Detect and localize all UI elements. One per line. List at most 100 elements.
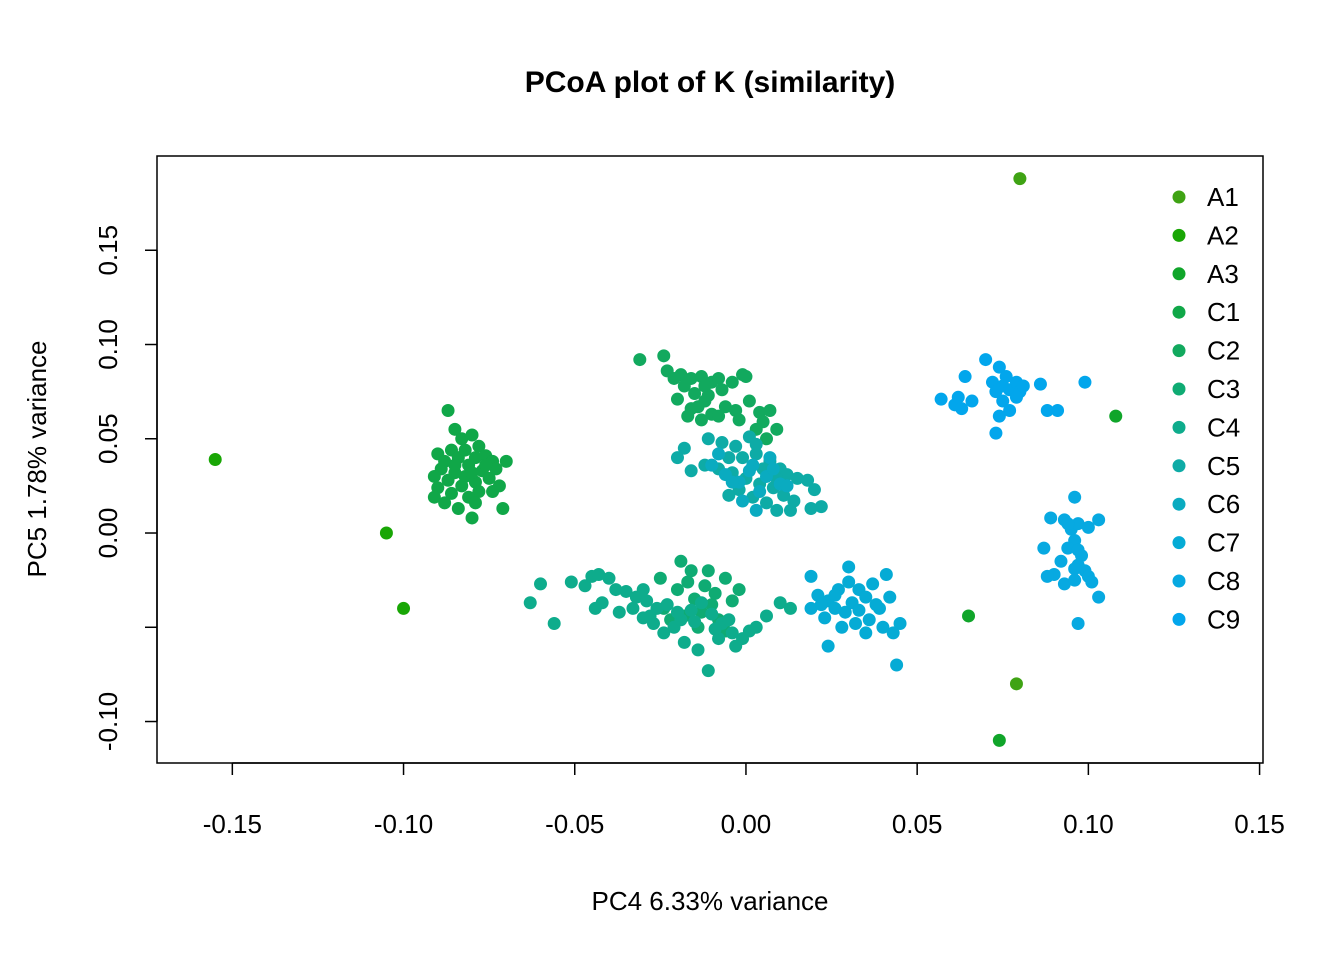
point-c2 <box>677 379 691 393</box>
legend-marker-c5 <box>1172 459 1186 473</box>
point-c2 <box>681 409 695 423</box>
point-c2 <box>759 432 773 446</box>
point-c9 <box>996 394 1010 408</box>
series-c7 <box>804 560 907 672</box>
point-c7 <box>859 590 873 604</box>
point-c1 <box>441 473 455 487</box>
data-points-group <box>208 172 1123 747</box>
point-c2 <box>688 387 702 401</box>
point-c2 <box>715 383 729 397</box>
point-c4 <box>729 639 743 653</box>
point-c6 <box>780 479 794 493</box>
point-a2 <box>397 601 411 615</box>
point-c2 <box>763 403 777 417</box>
series-a2 <box>208 453 411 615</box>
point-c7 <box>835 620 849 634</box>
point-c3 <box>698 579 712 593</box>
axes-group: -0.15 -0.10 -0.05 0.00 0.05 0.10 0.15 -0.10 0.00… <box>93 155 1285 839</box>
series-c8 <box>1037 490 1106 631</box>
chart-title: PCoA plot of K (similarity) <box>525 66 896 99</box>
point-c2 <box>725 375 739 389</box>
point-c5 <box>749 437 763 451</box>
point-c8 <box>1068 562 1082 576</box>
point-c1 <box>468 496 482 510</box>
legend-marker-c1 <box>1172 305 1186 319</box>
point-c5 <box>715 436 729 450</box>
point-c4 <box>636 583 650 597</box>
point-c6 <box>712 447 726 461</box>
series-c5 <box>670 430 828 517</box>
point-c9 <box>992 360 1006 374</box>
y-tick-label: 0.10 <box>93 319 123 370</box>
point-c5 <box>670 451 684 465</box>
point-c8 <box>1061 541 1075 555</box>
point-c2 <box>670 392 684 406</box>
point-c4 <box>578 579 592 593</box>
point-c3 <box>694 605 708 619</box>
point-c8 <box>1068 573 1082 587</box>
point-c7 <box>883 590 897 604</box>
point-c1 <box>499 454 513 468</box>
point-c7 <box>804 569 818 583</box>
point-c1 <box>441 403 455 417</box>
point-c1 <box>496 502 510 516</box>
x-tick-label: -0.05 <box>545 809 604 839</box>
point-a2 <box>208 453 222 466</box>
legend-label-c5: C5 <box>1207 451 1240 481</box>
y-tick-label: 0.15 <box>93 225 123 276</box>
point-c8 <box>1044 511 1058 525</box>
point-c6 <box>705 458 719 472</box>
point-c9 <box>1040 403 1054 417</box>
point-c4 <box>677 635 691 649</box>
point-c8 <box>1071 617 1085 631</box>
point-c7 <box>869 598 883 612</box>
point-c9 <box>1033 377 1047 391</box>
series-c9 <box>934 353 1092 440</box>
legend-marker-c6 <box>1172 497 1186 511</box>
point-c4 <box>725 626 739 640</box>
point-c1 <box>465 511 479 525</box>
point-c4 <box>547 617 561 631</box>
point-c5 <box>759 496 773 510</box>
point-c9 <box>992 409 1006 423</box>
point-c4 <box>694 596 708 610</box>
point-c9 <box>989 426 1003 440</box>
point-c9 <box>1016 379 1030 393</box>
point-c7 <box>804 601 818 615</box>
point-c9 <box>979 353 993 367</box>
point-c8 <box>1092 590 1106 604</box>
point-c1 <box>482 471 496 485</box>
point-c4 <box>742 624 756 638</box>
point-c5 <box>783 503 797 517</box>
point-a3 <box>962 609 976 623</box>
point-c4 <box>609 583 623 597</box>
point-c1 <box>465 428 479 442</box>
legend-label-a1: A1 <box>1207 182 1239 212</box>
point-c4 <box>783 601 797 615</box>
point-c5 <box>804 502 818 516</box>
point-c5 <box>701 432 715 446</box>
point-c6 <box>749 503 763 517</box>
point-c3 <box>725 594 739 608</box>
point-c1 <box>455 479 469 493</box>
point-c1 <box>468 451 482 465</box>
legend-marker-c9 <box>1172 612 1186 626</box>
point-c8 <box>1092 513 1106 527</box>
point-c7 <box>862 613 876 627</box>
point-c2 <box>633 353 647 367</box>
x-tick-label: 0.10 <box>1063 809 1114 839</box>
point-c1 <box>438 496 452 510</box>
point-c1 <box>455 432 469 446</box>
point-c1 <box>451 502 465 516</box>
point-c3 <box>732 583 746 597</box>
point-c5 <box>729 439 743 453</box>
point-c7 <box>879 567 893 581</box>
point-c7 <box>842 575 856 589</box>
point-c7 <box>893 617 907 631</box>
legend-marker-a3 <box>1172 267 1186 281</box>
point-c7 <box>852 603 866 617</box>
point-c3 <box>674 554 688 568</box>
point-c1 <box>479 458 493 472</box>
point-c6 <box>725 475 739 489</box>
point-c8 <box>1061 517 1075 531</box>
